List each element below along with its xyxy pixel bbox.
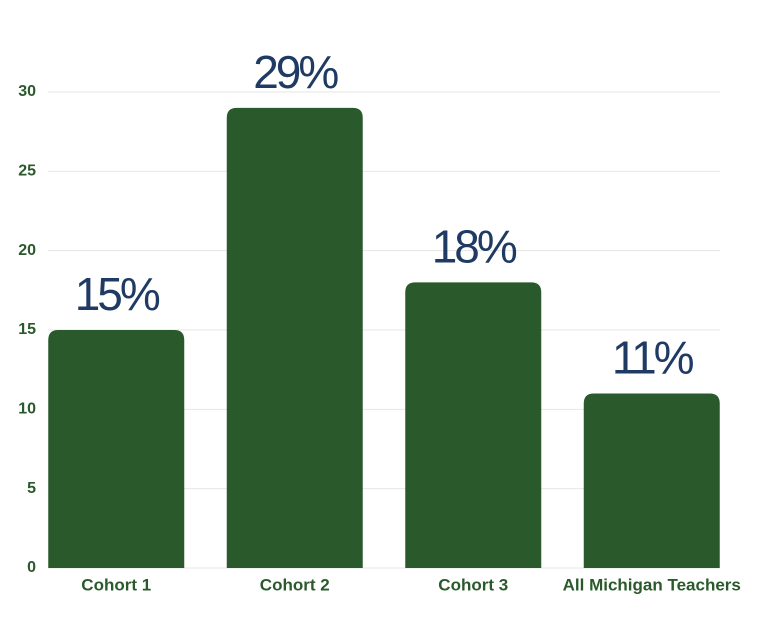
- bar: [405, 282, 542, 568]
- bar: [226, 107, 363, 568]
- x-tick-label: Cohort 3: [438, 575, 508, 594]
- bar: [48, 330, 185, 568]
- bar: [583, 393, 720, 568]
- y-tick-label: 0: [27, 559, 36, 576]
- value-label: 15%: [75, 268, 160, 320]
- y-tick-label: 20: [18, 242, 36, 259]
- y-tick-label: 10: [18, 401, 36, 418]
- value-label: 29%: [253, 46, 338, 98]
- y-tick-label: 30: [18, 83, 36, 100]
- x-tick-label: All Michigan Teachers: [563, 575, 741, 594]
- x-tick-label: Cohort 2: [260, 575, 330, 594]
- x-tick-label: Cohort 1: [81, 575, 151, 594]
- value-label: 11%: [612, 332, 694, 384]
- y-tick-label: 25: [18, 163, 36, 180]
- value-label: 18%: [432, 221, 517, 273]
- y-tick-label: 5: [27, 480, 36, 497]
- y-tick-label: 15: [18, 321, 36, 338]
